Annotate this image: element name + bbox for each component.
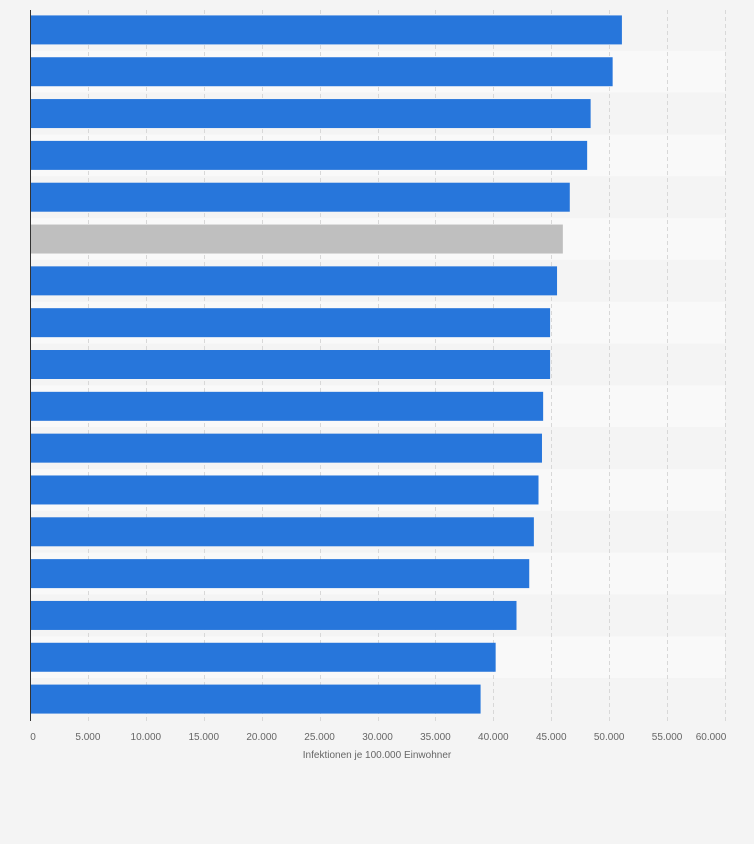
bar bbox=[30, 642, 496, 672]
x-tick-label: 25.000 bbox=[304, 732, 335, 743]
x-tick-label: 30.000 bbox=[362, 732, 393, 743]
bar bbox=[30, 99, 591, 129]
bar bbox=[30, 559, 530, 589]
bar bbox=[30, 182, 570, 212]
x-tick-label: 10.000 bbox=[131, 732, 162, 743]
x-tick-label: 45.000 bbox=[536, 732, 567, 743]
bar bbox=[30, 308, 551, 338]
x-tick-label: 55.000 bbox=[652, 732, 683, 743]
bar bbox=[30, 517, 534, 547]
x-tick-label: 40.000 bbox=[478, 732, 509, 743]
bar bbox=[30, 350, 551, 379]
bars bbox=[30, 15, 622, 714]
x-tick-label: 35.000 bbox=[420, 732, 451, 743]
bar bbox=[30, 140, 588, 170]
x-tick-label: 20.000 bbox=[246, 732, 277, 743]
bar bbox=[30, 475, 539, 505]
bar bbox=[30, 391, 544, 421]
bar-highlighted bbox=[30, 224, 563, 254]
bar bbox=[30, 684, 481, 714]
x-tick-label: 50.000 bbox=[594, 732, 625, 743]
bar bbox=[30, 433, 542, 463]
x-axis-title: Infektionen je 100.000 Einwohner bbox=[303, 750, 452, 761]
x-tick-label: 60.000 bbox=[696, 732, 727, 743]
bar bbox=[30, 57, 613, 87]
bar bbox=[30, 15, 622, 45]
bar bbox=[30, 600, 517, 630]
x-tick-label: 5.000 bbox=[75, 732, 100, 743]
bar bbox=[30, 266, 558, 296]
x-tick-label: 15.000 bbox=[188, 732, 219, 743]
x-tick-label: 0 bbox=[30, 732, 36, 743]
x-axis-ticks: 0 5.000 10.000 15.000 20.000 25.000 30.000 35.0… bbox=[30, 732, 727, 743]
